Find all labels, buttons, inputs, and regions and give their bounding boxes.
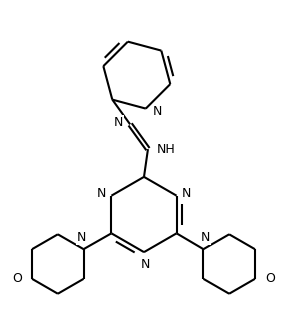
Text: N: N	[140, 258, 150, 270]
Text: N: N	[114, 116, 123, 129]
Text: N: N	[77, 231, 86, 244]
Text: O: O	[265, 272, 275, 285]
Text: N: N	[153, 105, 162, 118]
Text: N: N	[182, 187, 191, 200]
Text: O: O	[12, 272, 22, 285]
Text: N: N	[97, 187, 106, 200]
Text: NH: NH	[156, 143, 175, 156]
Text: N: N	[201, 231, 210, 244]
